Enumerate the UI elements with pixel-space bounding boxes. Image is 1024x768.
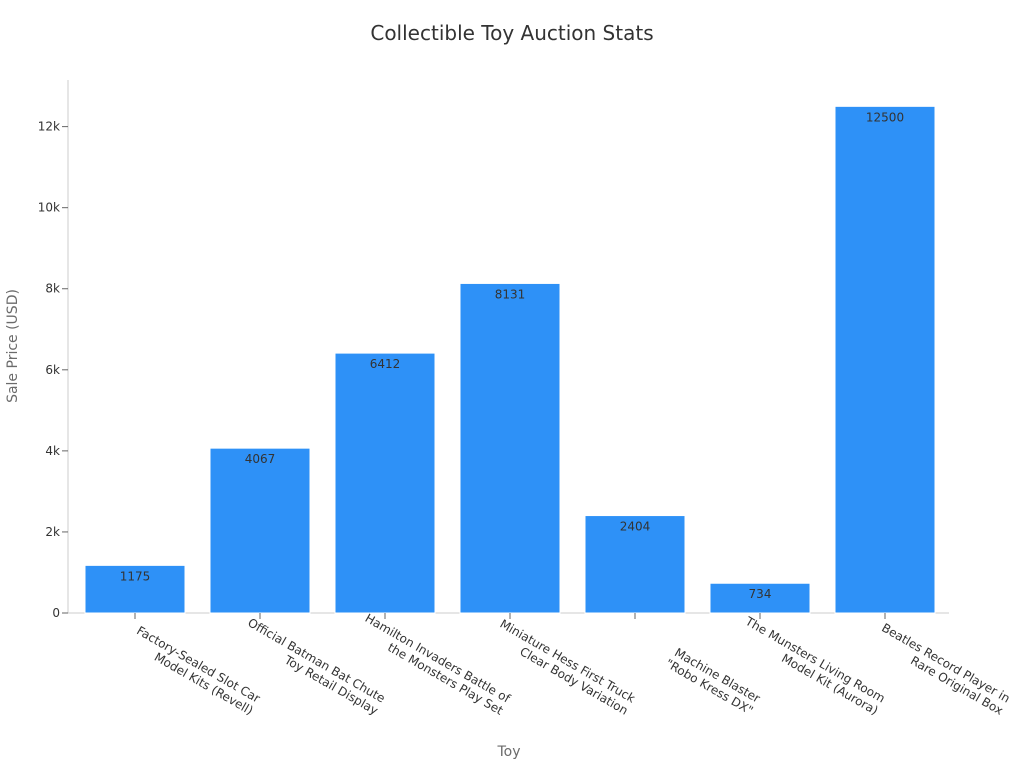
category-label: Machine Blaster"Robo Kress DX" — [663, 644, 762, 718]
category-label-line: Factory-Sealed Slot Car — [134, 624, 262, 706]
category-label: Miniature Hess First TruckClear Body Var… — [490, 617, 637, 718]
data-label: 1175 — [120, 569, 151, 583]
category-label-line: The Munsters Living Room — [742, 614, 887, 706]
y-tick-label: 4k — [45, 444, 60, 458]
y-tick-label: 12k — [38, 120, 60, 134]
bar — [459, 282, 561, 614]
category-label: Beatles Record Player inRare Original Bo… — [872, 621, 1012, 718]
x-axis-label: Toy — [496, 744, 520, 760]
y-axis-label: Sale Price (USD) — [5, 289, 21, 403]
category-label: The Munsters Living RoomModel Kit (Auror… — [735, 614, 887, 718]
category-label: Factory-Sealed Slot CarModel Kits (Revel… — [127, 624, 262, 718]
category-label-line: Beatles Record Player in — [879, 621, 1012, 706]
data-label: 734 — [749, 587, 772, 601]
y-tick-label: 10k — [38, 201, 60, 215]
category-label-line: Miniature Hess First Truck — [497, 617, 637, 706]
bar — [334, 352, 436, 614]
category-label-line: Official Batman Bat Chute — [245, 615, 387, 705]
data-label: 2404 — [620, 520, 651, 534]
data-label: 4067 — [245, 452, 276, 466]
bar — [834, 105, 936, 614]
y-tick-label: 2k — [45, 525, 60, 539]
data-label: 6412 — [370, 357, 401, 371]
y-tick-label: 6k — [45, 363, 60, 377]
bar — [709, 582, 811, 614]
bar — [84, 564, 186, 614]
data-label: 12500 — [866, 110, 904, 124]
y-tick-label: 8k — [45, 282, 60, 296]
y-tick-label: 0 — [52, 606, 60, 620]
bar — [209, 447, 311, 614]
chart-title: Collectible Toy Auction Stats — [370, 21, 653, 45]
plot-area: 0 2k 4k 6k 8k 10k 12k 1175 Factory-Sealed Slot C… — [38, 80, 1013, 718]
data-label: 8131 — [495, 287, 526, 301]
category-label: Official Batman Bat ChuteToy Retail Disp… — [238, 615, 387, 717]
